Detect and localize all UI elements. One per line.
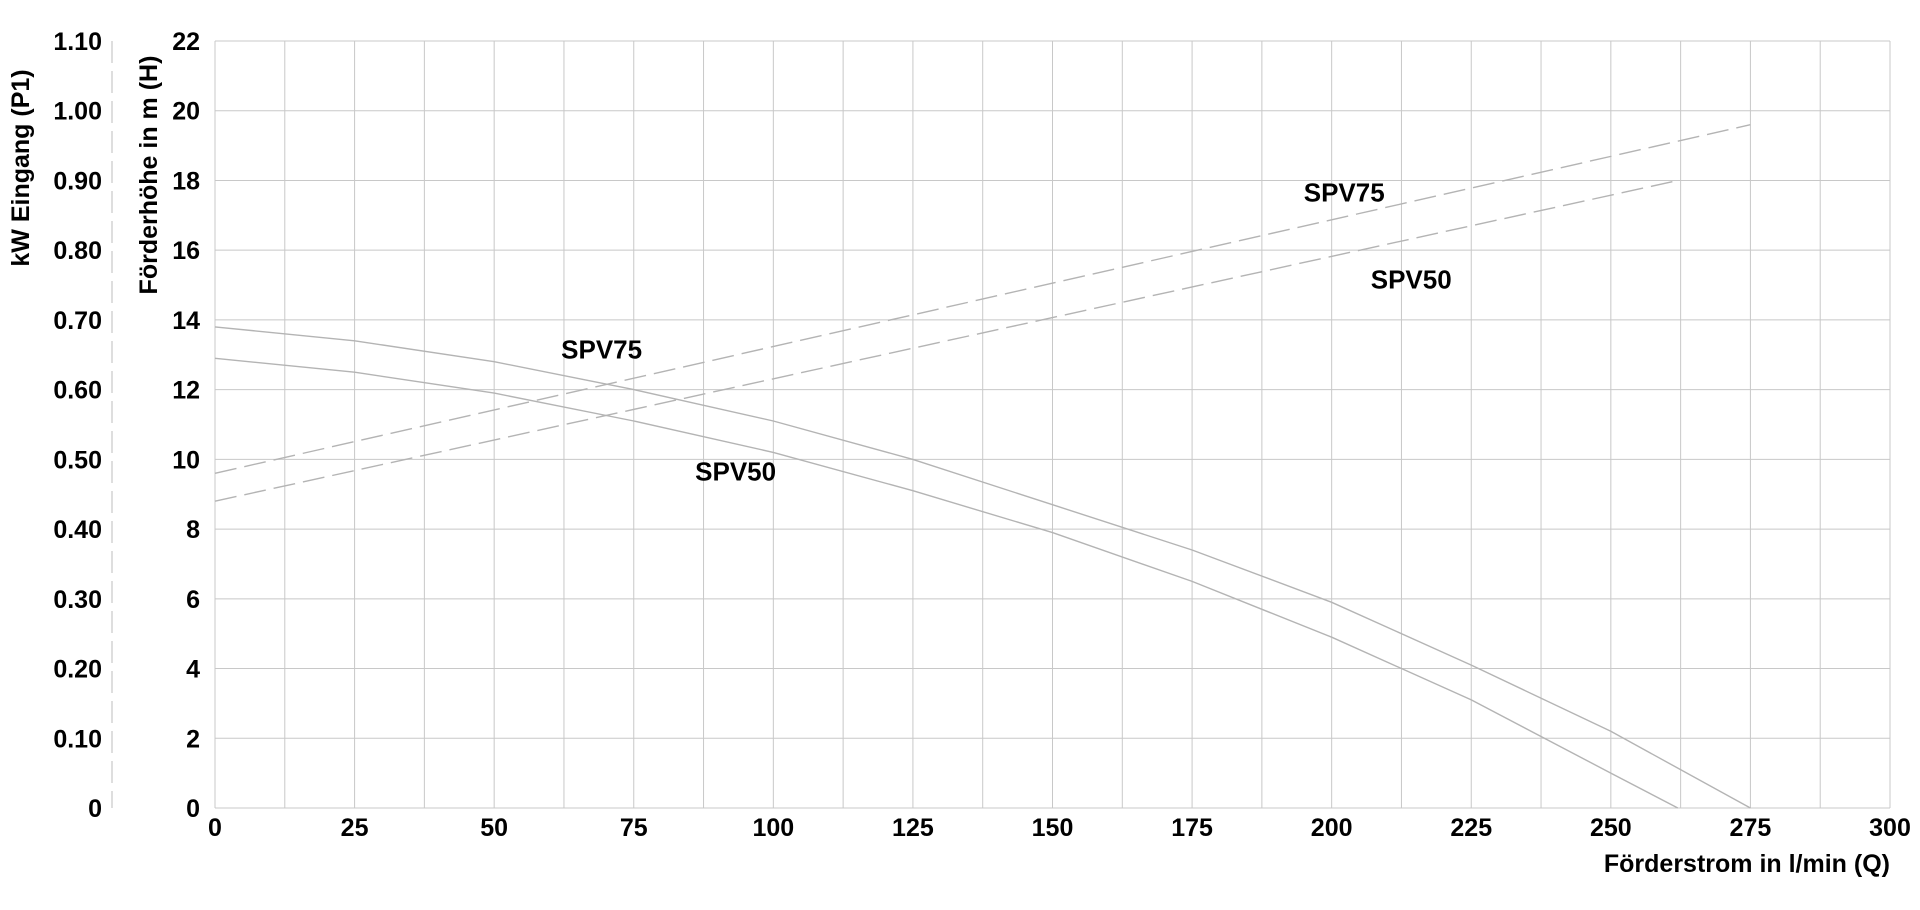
curve-label-spv75: SPV75 <box>1304 177 1385 207</box>
x-tick-label: 0 <box>208 814 222 842</box>
y2-tick-label: 0.10 <box>53 725 102 753</box>
grid <box>111 40 1891 809</box>
y2-tick-label: 1.00 <box>53 98 102 126</box>
y2-tick-label: 0.80 <box>53 237 102 265</box>
x-tick-label: 25 <box>341 814 369 842</box>
y-tick-label: 8 <box>186 516 200 544</box>
spv50-power-curve <box>214 179 1678 502</box>
y2-tick-label: 0.60 <box>53 377 102 405</box>
y-axis-title: Förderhöhe in m (H) <box>135 56 163 295</box>
y-tick-label: 6 <box>186 586 200 614</box>
y-tick-label: 2 <box>186 725 200 753</box>
y-tick-label: 18 <box>172 167 200 195</box>
y-tick-label: 22 <box>172 28 200 56</box>
x-tick-label: 75 <box>620 814 648 842</box>
y2-tick-label: 0 <box>88 795 102 823</box>
y-tick-label: 4 <box>186 656 200 684</box>
y2-axis-title: kW Eingang (P1) <box>7 69 35 266</box>
y2-tick-label: 0.20 <box>53 656 102 684</box>
y-tick-label: 20 <box>172 98 200 126</box>
curve-label-spv50: SPV50 <box>1371 265 1452 295</box>
x-tick-label: 300 <box>1869 814 1911 842</box>
x-tick-label: 175 <box>1171 814 1213 842</box>
y2-tick-label: 0.90 <box>53 167 102 195</box>
x-tick-label: 225 <box>1450 814 1492 842</box>
x-axis-ticks: 0 25 50 75 100 125 150 175 200 225 250 275 300 <box>208 814 1911 842</box>
y-axis-ticks: 0 2 4 6 8 10 12 14 16 18 20 22 <box>172 28 200 823</box>
y2-axis-ticks: 0 0.10 0.20 0.30 0.40 0.50 0.60 0.70 0.80 0.90 1.0… <box>53 28 102 823</box>
y-tick-label: 0 <box>186 795 200 823</box>
x-tick-label: 100 <box>752 814 794 842</box>
x-tick-label: 150 <box>1032 814 1074 842</box>
x-tick-label: 250 <box>1590 814 1632 842</box>
curve-label-spv75: SPV75 <box>561 334 642 364</box>
y-tick-label: 10 <box>172 446 200 474</box>
curve-labels: SPV75 SPV50 SPV75 SPV50 <box>561 177 1452 486</box>
y2-tick-label: 0.40 <box>53 516 102 544</box>
x-tick-label: 125 <box>892 814 934 842</box>
y2-tick-label: 0.50 <box>53 446 102 474</box>
x-tick-label: 50 <box>480 814 508 842</box>
spv50-head-curve <box>214 357 1679 809</box>
x-axis-title: Förderstrom in l/min (Q) <box>1604 850 1890 878</box>
curve-label-spv50: SPV50 <box>695 456 776 486</box>
spv75-power-curve <box>214 124 1751 474</box>
spv75-head-curve <box>214 326 1751 809</box>
y-tick-label: 12 <box>172 377 200 405</box>
x-tick-label: 200 <box>1311 814 1353 842</box>
y2-tick-label: 0.30 <box>53 586 102 614</box>
y2-tick-label: 1.10 <box>53 28 102 56</box>
y-tick-label: 16 <box>172 237 200 265</box>
x-tick-label: 275 <box>1730 814 1772 842</box>
y-tick-label: 14 <box>172 307 200 335</box>
curves <box>214 124 1751 809</box>
y2-tick-label: 0.70 <box>53 307 102 335</box>
